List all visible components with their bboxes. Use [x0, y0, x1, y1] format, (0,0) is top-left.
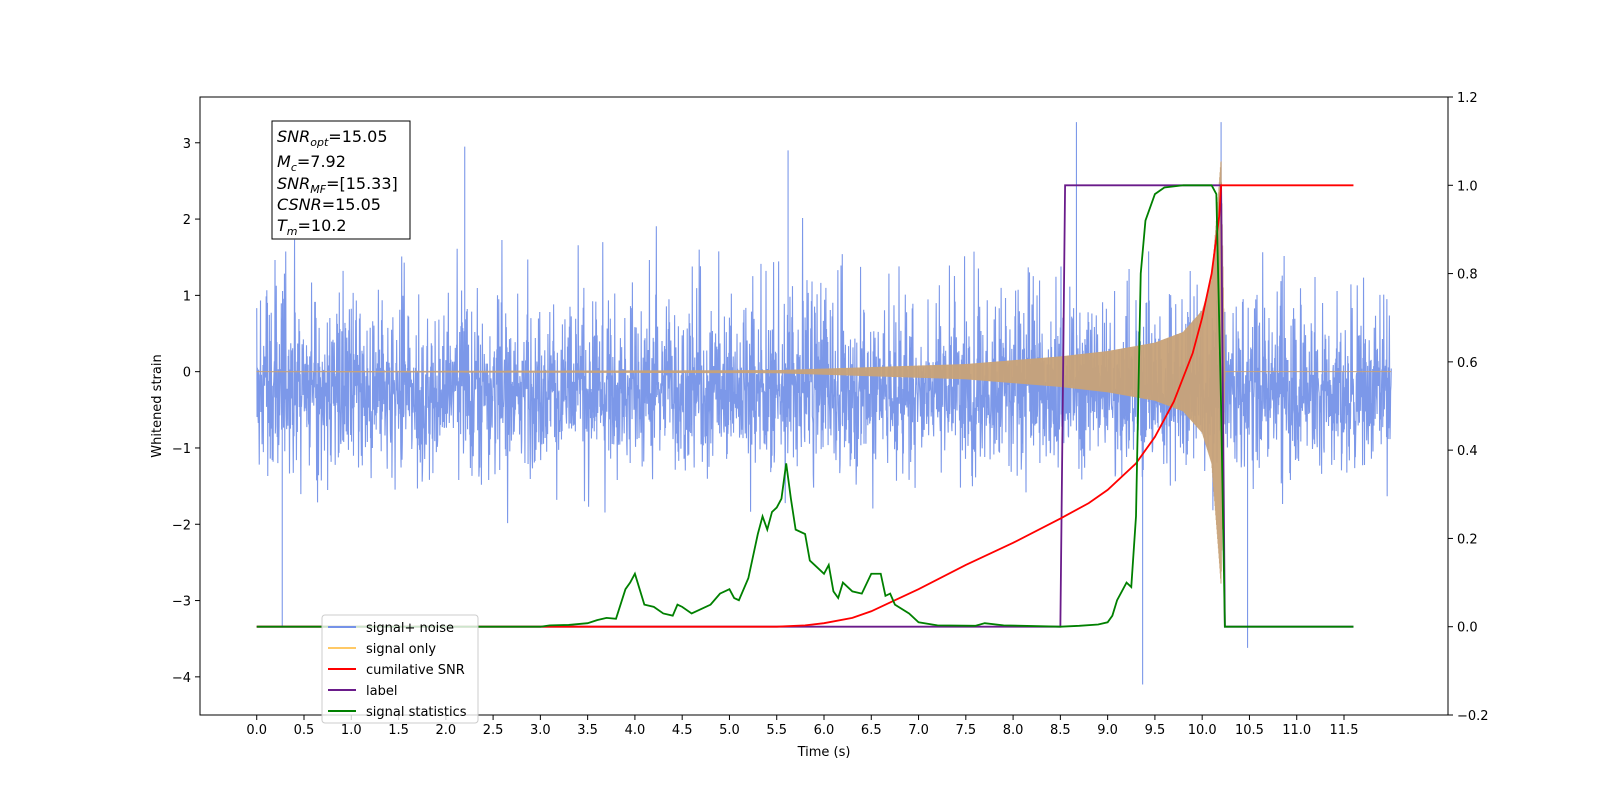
y-right-tick-label: 0.0 — [1457, 621, 1478, 636]
x-tick-label: 0.5 — [294, 723, 315, 738]
snr-annotation-box: SNRopt=15.05 Mc=7.92 SNRMF=[15.33] CSNR=… — [271, 120, 411, 240]
legend-label: signal only — [366, 642, 436, 657]
x-tick-label: 10.0 — [1188, 723, 1217, 738]
x-tick-label: 9.0 — [1097, 723, 1118, 738]
x-tick-label: 9.5 — [1145, 723, 1166, 738]
legend-entry-cumulative-snr: cumilative SNR — [328, 663, 465, 678]
legend-label: label — [366, 684, 397, 699]
x-tick-label: 2.0 — [435, 723, 456, 738]
y-left-tick-label: 2 — [183, 213, 191, 228]
x-tick-label: 7.5 — [955, 723, 976, 738]
series-layer — [256, 122, 1392, 685]
x-tick-label: 5.0 — [719, 723, 740, 738]
y-right-tick-label: 1.0 — [1457, 179, 1478, 194]
x-tick-label: 8.5 — [1050, 723, 1071, 738]
y-left-tick-label: −1 — [172, 442, 191, 457]
left-y-axis: 3 2 1 0 −1 −2 −3 −4 — [172, 137, 200, 686]
x-tick-label: 10.5 — [1235, 723, 1264, 738]
x-tick-label: 8.0 — [1003, 723, 1024, 738]
y-left-tick-label: −2 — [172, 518, 191, 533]
legend-entry-signal-statistics: signal statistics — [328, 705, 467, 720]
x-tick-label: 6.5 — [861, 723, 882, 738]
series-cumulative-snr — [256, 184, 1354, 628]
y-left-tick-label: 3 — [183, 137, 191, 152]
legend-label: cumilative SNR — [366, 663, 465, 678]
y-right-tick-label: −0.2 — [1457, 709, 1489, 724]
annotation-csnr: CSNR=15.05 — [277, 195, 381, 214]
annotation-snr-mf: SNRMF=[15.33] — [277, 174, 398, 196]
y-right-tick-label: 0.4 — [1457, 444, 1478, 459]
x-tick-label: 3.0 — [530, 723, 551, 738]
y-axis-label: Whitened strain — [150, 354, 165, 457]
x-tick-label: 1.0 — [341, 723, 362, 738]
x-tick-label: 11.5 — [1330, 723, 1359, 738]
y-left-tick-label: −4 — [172, 671, 191, 686]
y-left-tick-label: −3 — [172, 595, 191, 610]
x-tick-label: 7.0 — [908, 723, 929, 738]
x-axis: 0.0 0.5 1.0 1.5 2.0 2.5 3.0 3.5 4.0 4.5 5.0 5.5 6.0 6… — [246, 715, 1358, 738]
y-right-tick-label: 0.8 — [1457, 268, 1478, 283]
x-tick-label: 0.0 — [246, 723, 267, 738]
y-left-tick-label: 1 — [183, 289, 191, 304]
legend-label: signal+ noise — [366, 621, 454, 636]
legend-label: signal statistics — [366, 705, 467, 720]
right-y-axis: 1.2 1.0 0.8 0.6 0.4 0.2 0.0 −0.2 — [1448, 91, 1489, 724]
x-tick-label: 6.0 — [814, 723, 835, 738]
x-tick-label: 2.5 — [483, 723, 504, 738]
x-tick-label: 5.5 — [766, 723, 787, 738]
x-tick-label: 3.5 — [577, 723, 598, 738]
y-right-tick-label: 1.2 — [1457, 91, 1478, 106]
annotation-mc: Mc=7.92 — [277, 152, 346, 174]
y-right-tick-label: 0.2 — [1457, 532, 1478, 547]
annotation-snr-opt: SNRopt=15.05 — [277, 127, 388, 149]
y-left-tick-label: 0 — [183, 366, 191, 381]
x-tick-label: 4.0 — [625, 723, 646, 738]
x-axis-label: Time (s) — [797, 745, 851, 760]
legend-entry-signal-noise: signal+ noise — [328, 621, 454, 636]
x-tick-label: 11.0 — [1282, 723, 1311, 738]
legend-entry-label: label — [328, 684, 397, 699]
annotation-tm: Tm=10.2 — [277, 216, 347, 238]
legend: signal+ noise signal only cumilative SNR… — [321, 614, 479, 724]
y-right-tick-label: 0.6 — [1457, 356, 1478, 371]
x-tick-label: 1.5 — [388, 723, 409, 738]
series-signal-statistics — [256, 184, 1354, 628]
legend-entry-signal-only: signal only — [328, 642, 436, 657]
x-tick-label: 4.5 — [672, 723, 693, 738]
